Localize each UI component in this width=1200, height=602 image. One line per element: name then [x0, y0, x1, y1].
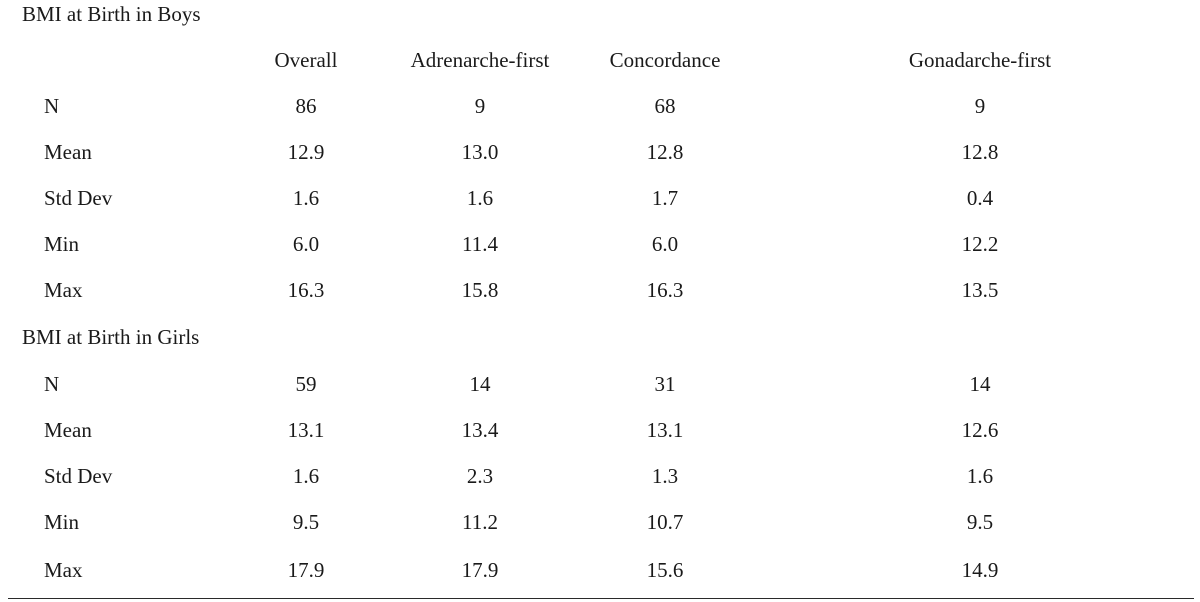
row-label: Min [44, 232, 80, 256]
table-cell: 9 [474, 94, 486, 118]
table-cell: 14 [469, 372, 491, 396]
table-row: Std Dev 1.6 2.3 1.3 1.6 [0, 464, 1200, 492]
table-cell: 1.7 [651, 186, 679, 210]
table-cell: 17.9 [461, 558, 499, 582]
table-cell: 2.3 [466, 464, 494, 488]
column-header-concordance: Concordance [609, 48, 721, 72]
table-cell: 12.8 [961, 140, 999, 164]
table-cell: 11.2 [462, 510, 498, 534]
row-label: Max [44, 278, 83, 302]
table-cell: 1.6 [292, 186, 320, 210]
table-cell: 9.5 [966, 510, 994, 534]
table-cell: 13.4 [461, 418, 499, 442]
column-header-adrenarche-first: Adrenarche-first [410, 48, 550, 72]
table-row: Std Dev 1.6 1.6 1.7 0.4 [0, 186, 1200, 214]
table-row: Min 6.0 11.4 6.0 12.2 [0, 232, 1200, 260]
table-row: Mean 13.1 13.4 13.1 12.6 [0, 418, 1200, 446]
table-cell: 14.9 [961, 558, 999, 582]
table-cell: 1.3 [651, 464, 679, 488]
table-cell: 15.6 [646, 558, 684, 582]
table-cell: 1.6 [466, 186, 494, 210]
row-label: Std Dev [44, 186, 113, 210]
table-cell: 12.6 [961, 418, 999, 442]
row-label: Max [44, 558, 83, 582]
row-label: Min [44, 510, 80, 534]
table-row: N 86 9 68 9 [0, 94, 1200, 122]
table-cell: 9.5 [292, 510, 320, 534]
column-header-gonadarche-first: Gonadarche-first [908, 48, 1052, 72]
table-cell: 12.8 [646, 140, 684, 164]
table-cell: 17.9 [287, 558, 325, 582]
table-row: Max 17.9 17.9 15.6 14.9 [0, 558, 1200, 586]
table-cell: 15.8 [461, 278, 499, 302]
row-label: Std Dev [44, 464, 113, 488]
table-cell: 31 [654, 372, 676, 396]
table-row: Mean 12.9 13.0 12.8 12.8 [0, 140, 1200, 168]
table-bottom-rule [8, 598, 1194, 599]
table-cell: 6.0 [292, 232, 320, 256]
table-cell: 68 [654, 94, 676, 118]
table-cell: 9 [974, 94, 986, 118]
table-cell: 59 [295, 372, 317, 396]
table-row: Min 9.5 11.2 10.7 9.5 [0, 510, 1200, 538]
table-cell: 12.9 [287, 140, 325, 164]
section-title-boys: BMI at Birth in Boys [22, 2, 201, 26]
table-cell: 16.3 [646, 278, 684, 302]
table-cell: 13.1 [287, 418, 325, 442]
row-label: N [44, 372, 60, 396]
table-cell: 12.2 [961, 232, 999, 256]
row-label: Mean [44, 140, 92, 164]
table-cell: 10.7 [646, 510, 684, 534]
column-header-overall: Overall [274, 48, 338, 72]
section-title-girls: BMI at Birth in Girls [22, 325, 200, 349]
table-cell: 6.0 [651, 232, 679, 256]
column-header-row: Overall Adrenarche-first Concordance Gon… [0, 48, 1200, 76]
table-cell: 11.4 [462, 232, 498, 256]
table-cell: 16.3 [287, 278, 325, 302]
row-label: N [44, 94, 60, 118]
table-cell: 0.4 [966, 186, 994, 210]
table-cell: 1.6 [966, 464, 994, 488]
table-cell: 1.6 [292, 464, 320, 488]
table-cell: 13.5 [961, 278, 999, 302]
table-cell: 13.0 [461, 140, 499, 164]
table-row: Max 16.3 15.8 16.3 13.5 [0, 278, 1200, 306]
table-cell: 86 [295, 94, 317, 118]
row-label: Mean [44, 418, 92, 442]
table-row: N 59 14 31 14 [0, 372, 1200, 400]
table-cell: 14 [969, 372, 991, 396]
table-cell: 13.1 [646, 418, 684, 442]
